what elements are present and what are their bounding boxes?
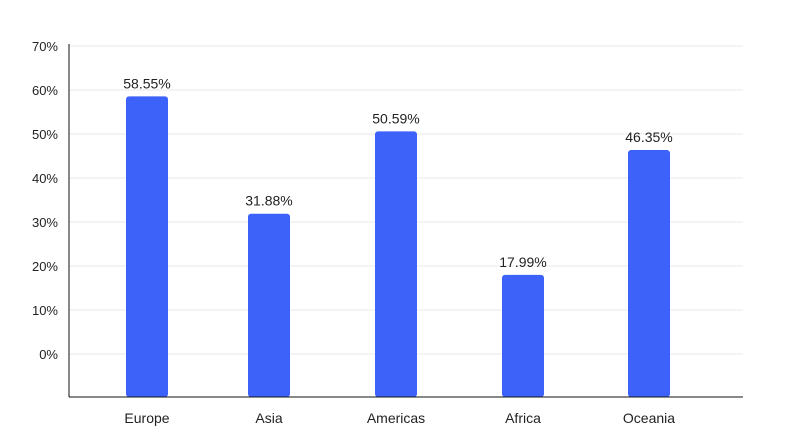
bar [502,274,544,397]
y-tick-label: 50% [32,127,58,142]
bar [248,213,290,397]
data-label: 17.99% [499,254,546,270]
category-label: Asia [255,410,282,426]
x-axis-categories: Europe Asia Americas Africa Oceania [124,410,675,426]
category-label: Oceania [623,410,675,426]
category-label: Africa [505,410,541,426]
data-labels: 58.55% 31.88% 50.59% 17.99% 46.35% [123,75,672,269]
y-tick-label: 60% [32,83,58,98]
bars [126,96,670,398]
bar [375,131,417,398]
data-label: 58.55% [123,75,170,91]
category-label: Americas [367,410,425,426]
y-tick-label: 20% [32,259,58,274]
data-label: 46.35% [625,129,672,145]
bar [126,96,168,397]
y-tick-label: 0% [39,347,58,362]
bar [628,150,670,397]
data-label: 31.88% [245,193,292,209]
data-label: 50.59% [372,110,419,126]
y-tick-label: 30% [32,215,58,230]
y-tick-label: 70% [32,39,58,54]
category-label: Europe [124,410,169,426]
y-tick-label: 10% [32,303,58,318]
y-tick-label: 40% [32,171,58,186]
y-axis-ticks: 0% 10% 20% 30% 40% 50% 60% 70% [32,39,58,362]
